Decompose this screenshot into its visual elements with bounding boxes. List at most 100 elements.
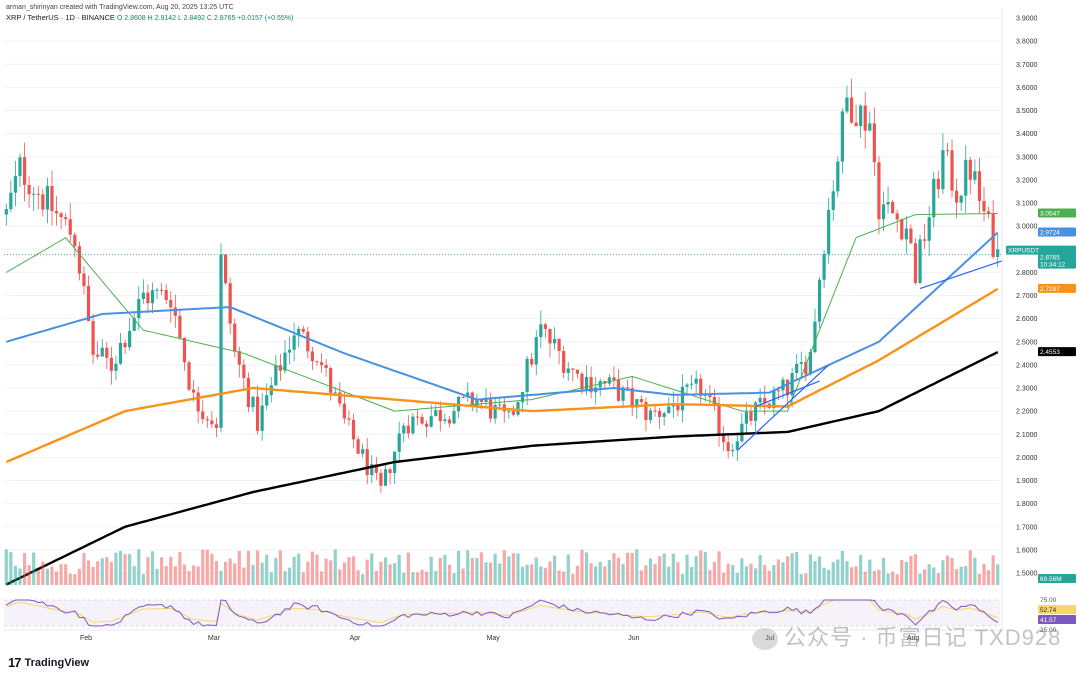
volume-bar [251, 564, 255, 585]
price-label: 2.9724 [1040, 230, 1060, 237]
volume-bar [845, 561, 849, 585]
volume-bar [479, 552, 484, 585]
volume-bar [877, 569, 881, 585]
price-label-box [1038, 283, 1076, 293]
volume-bar [383, 557, 388, 585]
volume-label: 69.56M [1040, 576, 1062, 583]
volume-bar [703, 551, 707, 585]
candle [795, 363, 799, 374]
volume-bar [831, 562, 835, 585]
price-tick-label: 1.7000 [1016, 524, 1038, 531]
volume-bar [118, 550, 123, 585]
candle [872, 123, 876, 163]
volume-bar [214, 561, 219, 585]
price-label: 2.7287 [1040, 286, 1060, 293]
volume-bar [996, 564, 1000, 585]
volume-bar [447, 564, 452, 585]
candle [498, 404, 502, 406]
volume-bar [36, 569, 40, 585]
candle [658, 411, 662, 417]
date-tick-label: Aug [907, 635, 920, 642]
trendline [755, 380, 820, 408]
volume-bar [671, 553, 675, 585]
volume-bar [854, 566, 858, 585]
price-tick-label: 3.5000 [1016, 108, 1038, 115]
volume-bar [571, 573, 575, 585]
volume-bar [872, 570, 876, 585]
candle [118, 342, 123, 364]
volume-bar [306, 561, 310, 585]
candle [420, 416, 424, 424]
candle [196, 392, 200, 412]
candle [817, 279, 822, 322]
candle [685, 384, 689, 387]
volume-bar [909, 555, 913, 585]
volume-bar [744, 566, 749, 585]
volume-bar [278, 550, 283, 585]
volume-bar [182, 564, 187, 585]
volume-bar [557, 570, 561, 585]
ohlc-values: O 2.8608 H 2.9142 L 2.8492 C 2.8765 +0.0… [116, 15, 294, 22]
volume-bar [680, 573, 685, 585]
volume-bar [301, 572, 305, 585]
candle [429, 416, 433, 427]
date-tick-label: Feb [80, 635, 92, 642]
volume-bar [804, 573, 808, 585]
candle [626, 387, 630, 389]
volume-bar [319, 571, 324, 585]
candle [13, 176, 18, 193]
volume-bar [4, 549, 8, 585]
price-label-box [1038, 227, 1076, 237]
volume-bar [50, 566, 54, 585]
volume-bar [758, 554, 762, 585]
tradingview-logo[interactable]: 17 TradingView [8, 655, 89, 670]
candle [982, 200, 986, 212]
candle [726, 442, 730, 452]
volume-bar [22, 553, 27, 585]
price-tick-label: 1.6000 [1016, 547, 1038, 554]
watermark-text: 公众号 · 币富日记 TXD928 [784, 625, 1062, 650]
volume-bar [132, 566, 136, 585]
volume-bar [982, 563, 986, 585]
candle [516, 402, 520, 415]
volume-bar [507, 556, 511, 585]
candle [301, 328, 305, 332]
candle [347, 418, 351, 420]
rsi-value-label: 52.74 [1040, 607, 1057, 614]
volume-bar [32, 552, 36, 585]
symbol-label[interactable]: XRP / TetherUS · 1D · BINANCE [6, 13, 115, 22]
candle [986, 211, 991, 214]
candle [621, 387, 625, 401]
candle [836, 161, 840, 192]
candle [128, 330, 132, 348]
candle [680, 386, 685, 411]
volume-bar [566, 554, 570, 585]
candle [77, 246, 81, 274]
volume-bar [434, 570, 438, 585]
volume-bar [18, 568, 22, 585]
candle [356, 439, 360, 454]
candle [653, 410, 657, 412]
volume-bar [644, 565, 648, 585]
price-label-box [1006, 245, 1076, 255]
candle [237, 351, 241, 365]
candle [488, 399, 493, 419]
price-tick-label: 2.3000 [1016, 386, 1038, 393]
volume-bar [717, 551, 721, 585]
volume-bar [351, 556, 356, 585]
volume-bar [265, 554, 269, 585]
volume-bar [86, 560, 91, 585]
candle [342, 403, 346, 419]
volume-bar [173, 566, 177, 585]
volume-bar [932, 567, 936, 585]
candle [744, 411, 749, 424]
candle [763, 397, 767, 404]
volume-bar [575, 565, 579, 585]
price-tick-label: 1.9000 [1016, 478, 1038, 485]
price-label: 10:34:12 [1040, 262, 1066, 269]
candle [223, 254, 228, 284]
candle [790, 373, 794, 396]
volume-bar [461, 568, 465, 585]
